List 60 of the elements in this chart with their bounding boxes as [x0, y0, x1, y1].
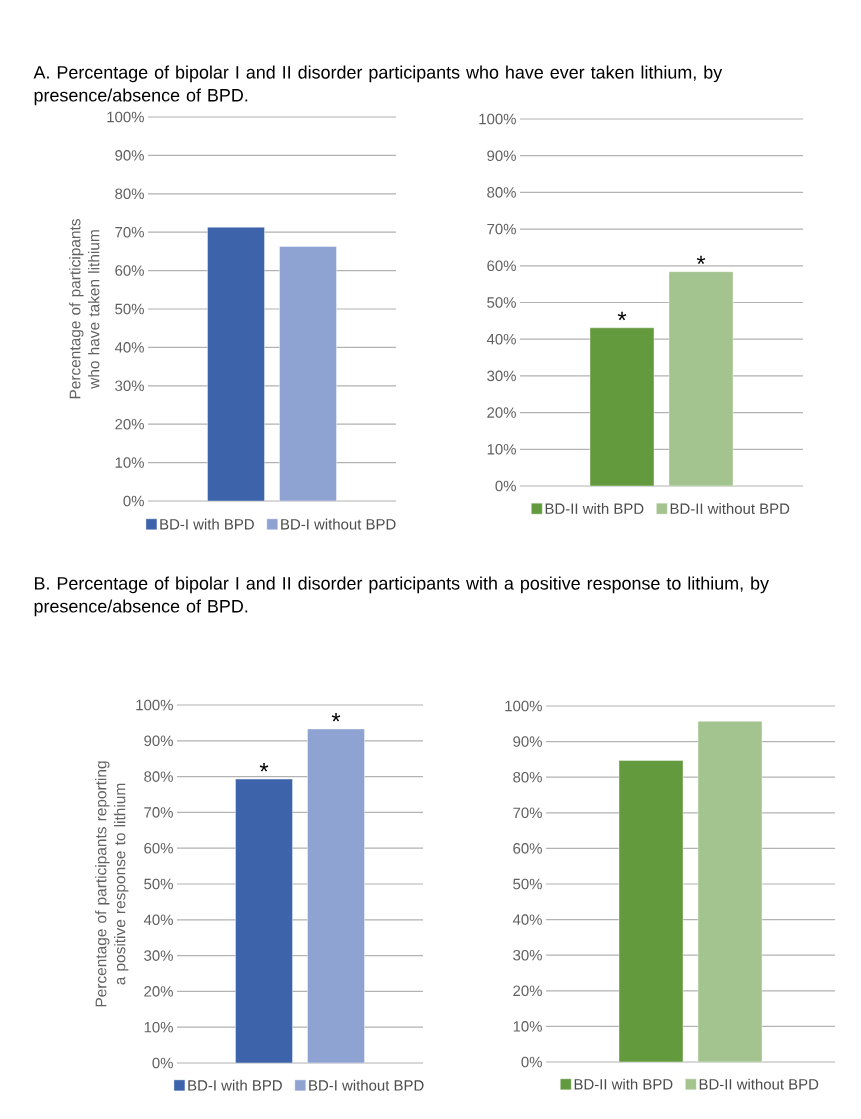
y-axis-title: Percentage of participants reporting a positive response to lithium [95, 761, 129, 1007]
chart-title: B. Percentage of bipolar I and II disorder participants with a positive response to lithium, by presence/absence of BPD. [34, 576, 769, 617]
y-tick-label: 40% [486, 333, 516, 345]
annotation: * [259, 763, 269, 772]
y-axis-title: Percentage of participants who have taken lithium [69, 219, 100, 399]
y-tick-label: 0% [495, 480, 516, 492]
y-tick-label: 0% [152, 1057, 173, 1069]
y-tick-label: 50% [513, 878, 542, 890]
y-tick-label: 10% [144, 1021, 173, 1033]
y-tick-label: 50% [115, 303, 144, 315]
y-tick-label: 20% [487, 407, 516, 418]
y-tick-label: 70% [144, 807, 173, 818]
y-tick-label: 100% [505, 700, 542, 712]
y-tick-label: 90% [144, 735, 173, 747]
annotation: * [331, 713, 341, 722]
y-tick-label: 40% [512, 914, 542, 925]
legend-label: BD-I with BPD [188, 1079, 282, 1091]
y-tick-label: 0% [521, 1056, 542, 1068]
y-tick-label: 10% [115, 457, 144, 468]
y-tick-label: 30% [513, 949, 542, 961]
y-tick-label: 100% [136, 699, 173, 711]
legend-label: BD-I without BPD [281, 518, 396, 530]
y-tick-label: 90% [513, 736, 542, 747]
y-tick-label: 40% [114, 342, 144, 353]
legend-label: BD-II with BPD [574, 1078, 673, 1090]
y-tick-label: 80% [487, 187, 516, 198]
y-tick-label: 30% [144, 950, 173, 961]
y-tick-label: 0% [123, 495, 144, 507]
y-tick-label: 50% [487, 297, 516, 308]
y-tick-label: 80% [513, 771, 542, 783]
y-tick-label: 20% [144, 986, 173, 997]
y-tick-label: 60% [487, 260, 516, 272]
y-tick-label: 100% [107, 111, 144, 123]
y-tick-label: 80% [144, 771, 173, 782]
y-tick-label: 100% [479, 113, 516, 125]
chart-title: A. Percentage of bipolar I and II disorder participants who have ever taken lithium, by presence/absence of BPD. [33, 65, 723, 106]
y-tick-label: 10% [513, 1021, 542, 1032]
legend-label: BD-II with BPD [545, 503, 644, 514]
y-tick-label: 60% [513, 843, 542, 854]
y-tick-label: 20% [513, 985, 542, 997]
y-tick-label: 20% [115, 418, 144, 430]
y-tick-label: 60% [144, 842, 173, 854]
y-tick-label: 90% [487, 150, 516, 161]
y-tick-label: 30% [487, 370, 516, 382]
y-tick-label: 50% [144, 878, 173, 890]
legend-label: BD-II without BPD [699, 1078, 819, 1090]
y-tick-label: 10% [487, 444, 516, 455]
y-tick-label: 90% [115, 150, 144, 161]
y-tick-label: 80% [115, 188, 144, 200]
y-tick-label: 30% [115, 380, 144, 392]
annotation: * [617, 311, 627, 321]
y-tick-label: 70% [115, 226, 144, 238]
y-tick-label: 60% [115, 265, 144, 276]
y-tick-label: 40% [143, 914, 173, 926]
legend-label: BD-II without BPD [670, 503, 790, 514]
legend-label: BD-I without BPD [309, 1079, 424, 1091]
annotation: * [696, 255, 706, 265]
y-tick-label: 70% [487, 223, 516, 235]
y-tick-label: 70% [513, 807, 542, 819]
legend-label: BD-I with BPD [160, 518, 254, 530]
